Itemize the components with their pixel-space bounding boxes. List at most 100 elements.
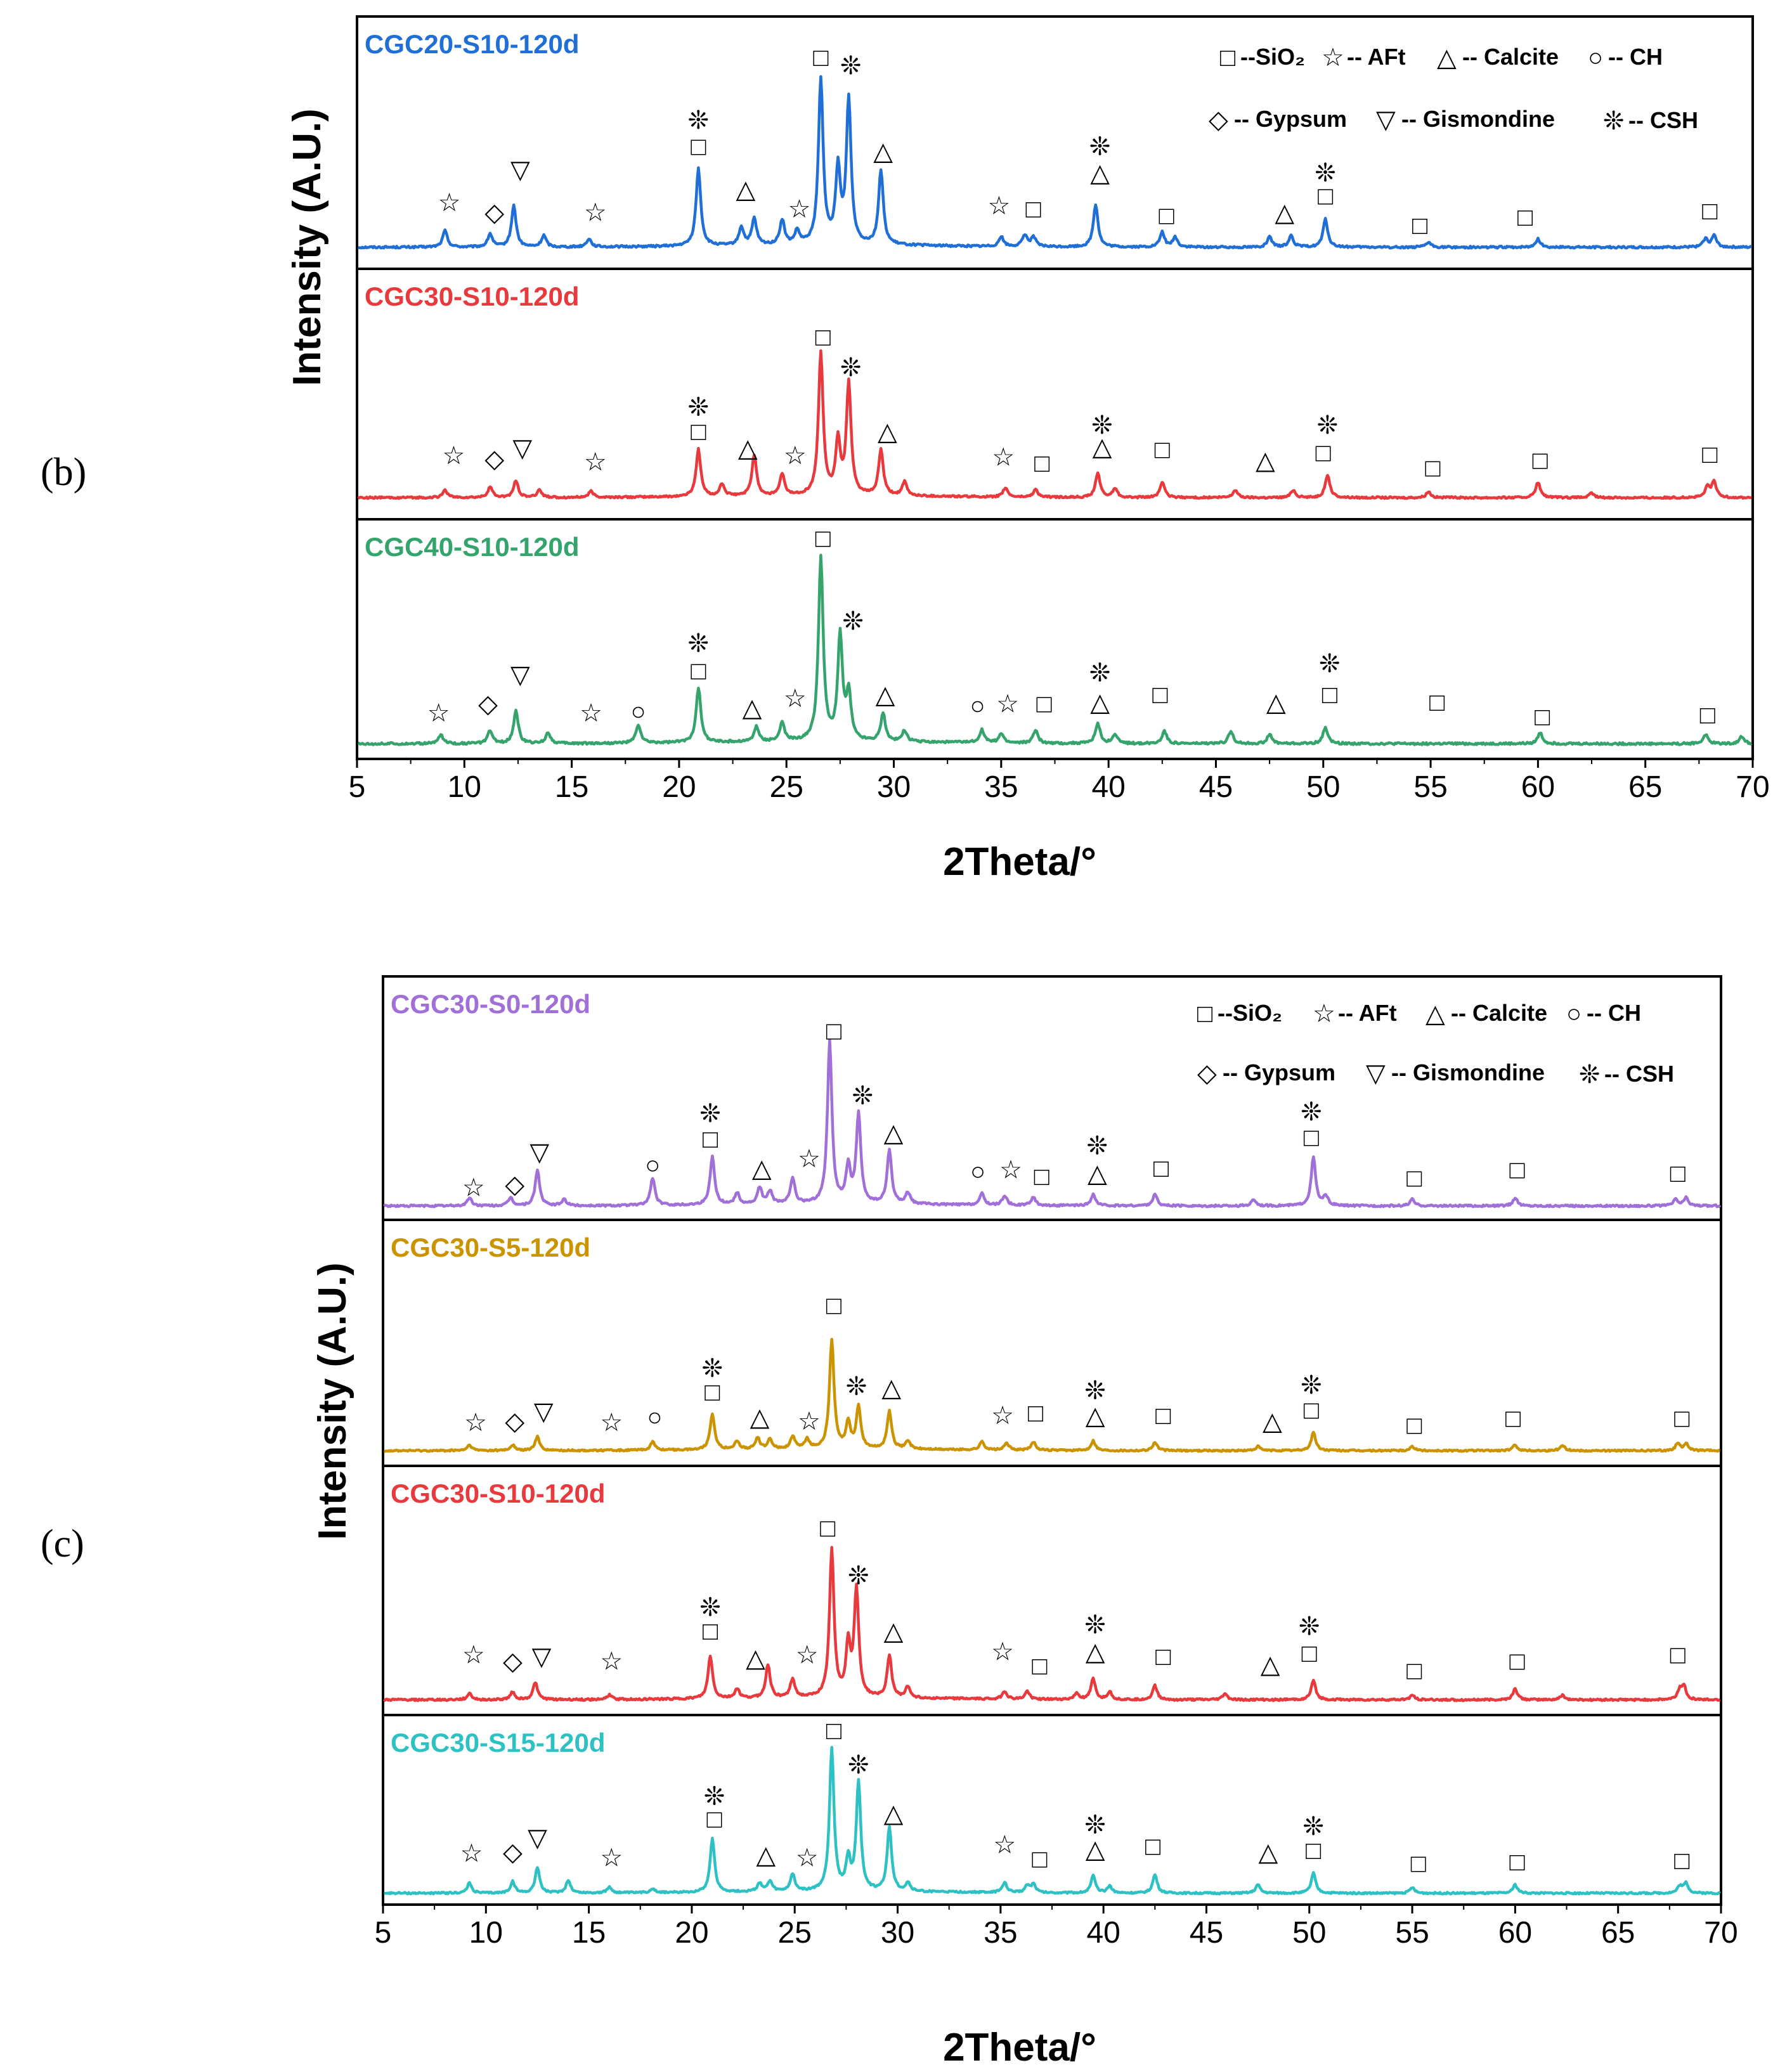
phase-marker-star: ☆ [798, 1145, 821, 1173]
phase-marker-star: ☆ [464, 1409, 487, 1437]
phase-marker-square: □ [691, 418, 706, 446]
phase-marker-triangle: △ [1086, 1638, 1105, 1666]
phase-marker-asterisk: ❊ [1301, 1098, 1322, 1126]
phase-marker-asterisk: ❊ [840, 52, 862, 80]
legend-entry-gismondine: ▽ -- Gismondine [1376, 106, 1555, 134]
sample-label: CGC30-S10-120d [365, 282, 579, 311]
series-CGC30-S10-120d: CGC30-S10-120d☆◇▽☆□❊△☆□❊△☆□△❊□△□❊□□□ [357, 282, 1752, 500]
phase-marker-asterisk: ❊ [688, 393, 710, 421]
phase-marker-star: ☆ [993, 1831, 1016, 1859]
x-tick-label: 70 [1736, 770, 1769, 804]
xrd-pattern-line [358, 554, 1753, 746]
phase-marker-star: ☆ [796, 1844, 819, 1872]
phase-marker-circle: ○ [631, 697, 646, 725]
panel-c-legend: □ --SiO₂ ☆ -- AFt △ -- Calcite ○ -- CH ◇… [1197, 1000, 1674, 1089]
x-tick-label: 5 [349, 770, 366, 804]
legend-label-gismondine: -- Gismondine [1401, 106, 1555, 132]
circle-icon: ○ [1566, 1000, 1581, 1028]
phase-marker-triangle: △ [750, 1403, 770, 1431]
phase-marker-asterisk: ❊ [1303, 1813, 1325, 1841]
panel-b: (b) Intensity (A.U.) 2Theta/° 5 10 15 20 25 3… [41, 15, 1770, 884]
series-CGC30-S5-120d: CGC30-S5-120d☆ ◇ ▽ ☆ ○□❊△ ☆□❊ △☆ □ △❊□ △ □❊□ □ □ [383, 1233, 1721, 1453]
asterisk-icon: ❊ [1603, 107, 1625, 135]
phase-marker-star: ☆ [992, 444, 1015, 472]
phase-marker-square: □ [1155, 1643, 1171, 1671]
phase-marker-asterisk: ❊ [1089, 659, 1111, 687]
triangle-icon: △ [1426, 1000, 1445, 1028]
series-CGC30-S15-120d: CGC30-S15-120d☆ ◇▽☆□❊△ ☆□❊△☆□ △❊□ △ □❊□ □ □ [383, 1717, 1721, 1896]
sample-label: CGC30-S0-120d [391, 989, 590, 1019]
phase-marker-star: ☆ [999, 1156, 1022, 1184]
legend-entry-aft: ☆ -- AFt [1313, 1000, 1397, 1028]
phase-marker-square: □ [820, 1515, 835, 1543]
phase-marker-triangle-down: ▽ [534, 1398, 554, 1426]
x-tick-label: 10 [448, 770, 481, 804]
legend-label-sio2: --SiO₂ [1218, 1000, 1282, 1026]
phase-marker-square: □ [1510, 1648, 1525, 1676]
phase-marker-square: □ [1152, 681, 1167, 709]
phase-marker-asterisk: ❊ [1091, 411, 1113, 439]
legend-label-gypsum: -- Gypsum [1234, 106, 1347, 132]
phase-marker-square: □ [1535, 703, 1550, 731]
phase-marker-square: □ [1510, 1156, 1525, 1184]
phase-marker-asterisk: ❊ [848, 1751, 869, 1779]
phase-marker-triangle: △ [881, 1374, 901, 1402]
phase-marker-square: □ [1145, 1832, 1160, 1860]
legend-label-csh: -- CSH [1604, 1061, 1674, 1087]
phase-marker-square: □ [1674, 1847, 1689, 1875]
phase-marker-triangle: △ [743, 694, 762, 722]
phase-marker-asterisk: ❊ [688, 630, 710, 657]
phase-marker-diamond: ◇ [503, 1648, 523, 1676]
legend-label-sio2: --SiO₂ [1240, 44, 1305, 70]
star-icon: ☆ [1313, 1000, 1335, 1028]
xrd-pattern-line [357, 349, 1752, 500]
diamond-icon: ◇ [1197, 1059, 1217, 1087]
phase-marker-diamond: ◇ [478, 690, 498, 718]
phase-marker-triangle: △ [1090, 159, 1110, 187]
phase-marker-square: □ [1318, 182, 1333, 210]
panel-c-plot-area: 5 10 15 20 25 30 35 40 45 50 55 60 65 70 CGC30-S0-120d… [375, 975, 1738, 1950]
legend-entry-sio2: □ --SiO₂ [1197, 1000, 1282, 1028]
phase-marker-diamond: ◇ [505, 1171, 524, 1199]
phase-marker-circle: ○ [970, 692, 985, 720]
panel-c-y-axis-title: Intensity (A.U.) [311, 1262, 354, 1539]
phase-marker-square: □ [1032, 1652, 1047, 1680]
phase-marker-asterisk: ❊ [1084, 1811, 1106, 1839]
square-icon: □ [1197, 1000, 1212, 1028]
sample-label: CGC30-S15-120d [391, 1728, 605, 1758]
phase-marker-square: □ [1702, 441, 1717, 469]
phase-marker-asterisk: ❊ [1319, 650, 1341, 678]
triangle-down-icon: ▽ [1376, 106, 1396, 134]
x-tick-label: 30 [881, 1916, 914, 1950]
phase-marker-asterisk: ❊ [848, 1562, 869, 1590]
legend-entry-aft: ☆ -- AFt [1322, 44, 1406, 72]
phase-marker-triangle: △ [1088, 1160, 1107, 1188]
legend-entry-gypsum: ◇ -- Gypsum [1197, 1059, 1335, 1087]
sample-label: CGC20-S10-120d [365, 29, 579, 59]
phase-marker-triangle: △ [1263, 1408, 1282, 1435]
phase-marker-triangle: △ [884, 1800, 904, 1828]
x-tick-label: 70 [1704, 1916, 1737, 1950]
phase-marker-square: □ [1533, 446, 1548, 474]
phase-marker-star: ☆ [991, 1402, 1014, 1430]
phase-marker-square: □ [1700, 701, 1715, 729]
phase-marker-square: □ [691, 133, 706, 160]
sample-label: CGC40-S10-120d [365, 532, 579, 562]
phase-marker-triangle-down: ▽ [529, 1139, 549, 1167]
phase-marker-triangle-down: ▽ [532, 1643, 552, 1671]
phase-marker-triangle: △ [1266, 689, 1286, 716]
phase-marker-square: □ [1517, 204, 1533, 231]
phase-marker-asterisk: ❊ [1084, 1377, 1106, 1405]
xrd-pattern-line [383, 1337, 1721, 1453]
phase-marker-asterisk: ❊ [852, 1082, 874, 1110]
phase-marker-square: □ [1505, 1405, 1521, 1433]
x-tick-label: 60 [1498, 1916, 1532, 1950]
phase-marker-triangle: △ [736, 176, 756, 204]
phase-marker-star: ☆ [600, 1648, 623, 1676]
phase-marker-star: ☆ [600, 1409, 623, 1437]
legend-label-csh: -- CSH [1628, 107, 1698, 133]
plot-frame [382, 975, 1722, 1906]
phase-marker-triangle: △ [884, 1119, 904, 1147]
panel-c-label: (c) [41, 1522, 84, 1565]
